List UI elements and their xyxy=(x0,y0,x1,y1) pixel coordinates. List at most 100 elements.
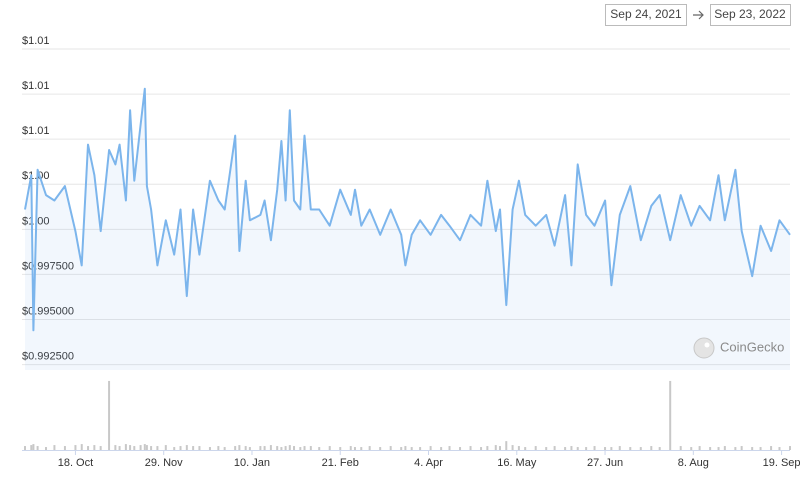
volume-bar xyxy=(248,447,251,450)
date-to-box[interactable] xyxy=(710,4,791,26)
volume-bar xyxy=(24,446,26,450)
volume-bar xyxy=(498,446,501,450)
volume-bar xyxy=(238,445,241,450)
volume-bar xyxy=(192,446,195,450)
volume-bar xyxy=(570,446,573,450)
x-tick-label: 8. Aug xyxy=(678,457,709,469)
volume-bar xyxy=(223,447,226,450)
volume-bar xyxy=(164,445,167,450)
volume-bar xyxy=(36,446,39,450)
x-tick-label: 21. Feb xyxy=(322,457,359,469)
volume-bar xyxy=(339,447,342,450)
volume-bar xyxy=(448,446,451,450)
volume-bar xyxy=(658,447,661,450)
volume-bar xyxy=(99,446,102,450)
volume-bar xyxy=(679,446,682,450)
watermark-logo xyxy=(693,337,715,359)
volume-bar xyxy=(517,446,520,450)
volume-bar xyxy=(269,445,272,450)
volume-bar xyxy=(328,446,331,450)
volume-bar xyxy=(486,446,489,450)
volume-bar xyxy=(93,445,96,450)
volume-bar xyxy=(469,446,472,450)
y-tick-label: $1.01 xyxy=(22,80,50,92)
volume-bar xyxy=(185,445,188,450)
volume-bar xyxy=(459,447,462,450)
watermark: CoinGecko xyxy=(720,339,784,354)
volume-bar xyxy=(618,446,621,450)
volume-bar xyxy=(179,446,182,450)
watermark-logo-eye xyxy=(704,342,710,348)
x-tick-label: 29. Nov xyxy=(145,457,183,469)
volume-bar xyxy=(108,380,111,450)
volume-bar xyxy=(698,446,701,450)
volume-bar xyxy=(723,446,726,450)
price-line xyxy=(24,87,791,332)
volume-bar xyxy=(410,447,413,450)
volume-bar xyxy=(404,446,407,450)
volume-bar xyxy=(650,446,653,450)
volume-bar xyxy=(770,446,773,450)
volume-bar xyxy=(553,446,556,450)
volume-bar xyxy=(740,446,743,450)
volume-bar xyxy=(114,445,117,450)
volume-bar xyxy=(593,446,596,450)
volume-bar xyxy=(74,445,77,450)
volume-bar xyxy=(129,445,132,450)
volume-bar xyxy=(505,441,508,450)
volume-bar xyxy=(118,446,121,450)
volume-bar xyxy=(480,447,483,450)
volume-bar xyxy=(303,446,306,450)
volume-bar xyxy=(53,445,56,450)
volume-bar xyxy=(244,446,247,450)
volume-bar xyxy=(143,444,146,450)
volume-bar xyxy=(534,446,537,450)
volume-bar xyxy=(789,446,791,450)
volume-bar xyxy=(360,447,363,450)
volume-bar xyxy=(133,446,136,450)
volume-bar xyxy=(400,447,403,450)
volume-bar xyxy=(709,447,712,450)
volume-bar xyxy=(690,447,693,450)
volume-bar xyxy=(288,445,291,450)
volume-bar xyxy=(564,447,567,450)
volume-bar xyxy=(139,445,142,450)
x-tick-label: 27. Jun xyxy=(587,457,623,469)
volume-bar xyxy=(629,447,632,450)
volume-bar xyxy=(717,447,720,450)
volume-bar xyxy=(293,446,296,450)
date-from-box[interactable] xyxy=(605,4,687,26)
date-to[interactable]: Sep 23, 2022 xyxy=(714,7,786,21)
volume-bar xyxy=(353,447,356,450)
volume-bar xyxy=(511,445,514,450)
volume-bar xyxy=(610,447,613,450)
volume-bar xyxy=(440,447,443,450)
volume-bar xyxy=(545,447,548,450)
volume-bar xyxy=(32,444,35,450)
volume-bar xyxy=(368,446,371,450)
volume-bar xyxy=(751,447,754,450)
volume-bar xyxy=(494,445,497,450)
volume-bar xyxy=(198,446,201,450)
volume-bar xyxy=(379,447,382,450)
volume-bar xyxy=(778,447,781,450)
volume-bar xyxy=(524,447,527,450)
volume-bar xyxy=(604,447,607,450)
volume-bar xyxy=(30,445,33,450)
x-tick-label: 4. Apr xyxy=(414,457,443,469)
volume-bar xyxy=(669,380,672,450)
volume-bar xyxy=(280,447,283,450)
volume-bar xyxy=(217,446,220,450)
date-from[interactable]: Sep 24, 2021 xyxy=(610,7,682,21)
volume-bar xyxy=(234,446,237,450)
volume-bar xyxy=(124,444,127,450)
volume-bar xyxy=(419,447,422,450)
volume-bar xyxy=(276,446,279,450)
volume-bar xyxy=(45,447,48,450)
volume-bar xyxy=(150,446,153,450)
y-tick-label: $1.00 xyxy=(22,170,50,182)
volume-bar xyxy=(349,446,352,450)
volume-bar xyxy=(263,446,266,450)
volume-bar xyxy=(156,446,159,450)
